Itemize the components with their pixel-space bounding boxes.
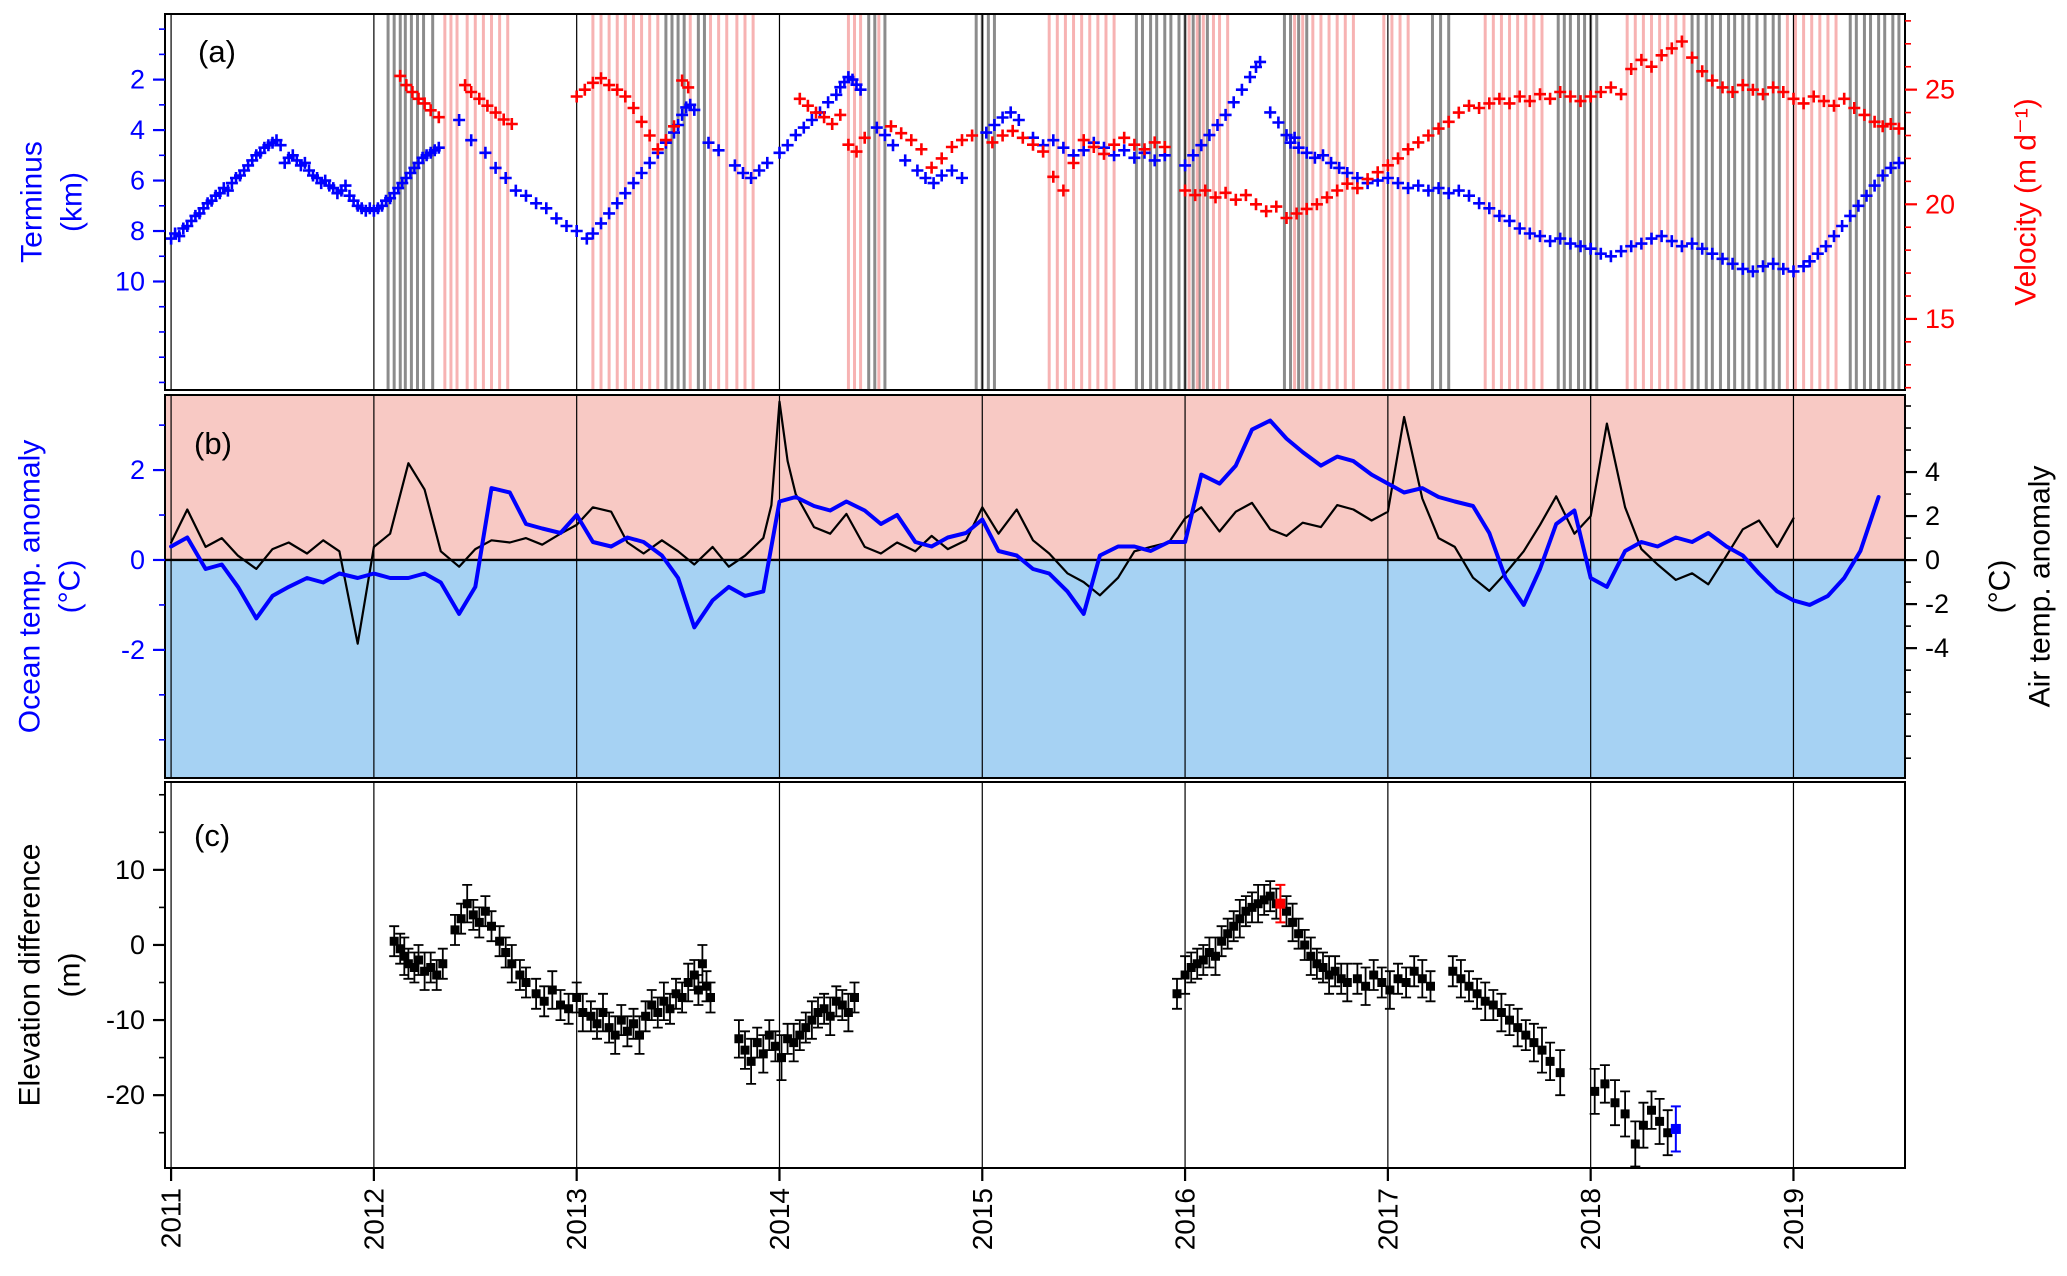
y-tick-label: 0 (130, 930, 145, 960)
elevation-axis-units: (m) (54, 953, 87, 998)
calving-event-stripes (386, 15, 1901, 389)
air-temp-axis-title: Air temp. anomaly (2024, 466, 2057, 708)
panel-b-temp-anomaly (165, 395, 1905, 778)
panel-c-left-axis: 10 0 -10 -20 (106, 793, 165, 1134)
x-tick-label: 2015 (967, 1188, 998, 1250)
terminus-axis-units: (km) (56, 172, 89, 232)
x-tick-label: 2016 (1170, 1188, 1201, 1250)
air-temp-axis-units: (°C) (1984, 560, 2017, 614)
panel-b-right-axis: 4 2 0 -2 -4 (1905, 405, 1949, 759)
y-tick-label: 20 (1925, 189, 1955, 219)
x-tick-label: 2012 (358, 1188, 389, 1250)
panel-c-frame (164, 781, 1906, 1169)
highlight-blue-square (1670, 1105, 1681, 1153)
x-tick-label: 2019 (1778, 1188, 1809, 1250)
y-tick-label: 10 (115, 855, 145, 885)
y-tick-label: 4 (130, 115, 145, 145)
velocity-series (394, 35, 1905, 224)
panel-a-left-axis: 2 4 6 8 10 (115, 28, 165, 384)
panel-a-terminus-velocity (165, 14, 1905, 390)
x-tick-label: 2014 (764, 1188, 795, 1250)
y-tick-label: -20 (106, 1080, 145, 1110)
y-tick-label: -2 (1925, 589, 1949, 619)
panel-tag-c: (c) (194, 818, 230, 853)
panel-a-frame (164, 13, 1906, 391)
y-tick-label: 8 (130, 216, 145, 246)
terminus-series (165, 55, 1905, 278)
y-tick-label: 10 (115, 266, 145, 296)
y-tick-label: -10 (106, 1005, 145, 1035)
panel-b-frame (164, 394, 1906, 779)
x-tick-label: 2018 (1575, 1188, 1606, 1250)
y-tick-label: 2 (1925, 501, 1940, 531)
panel-b-left-axis: 2 0 -2 (121, 424, 165, 741)
y-tick-label: 25 (1925, 75, 1955, 105)
elevation-points (389, 891, 1673, 1149)
y-tick-label: 4 (1925, 457, 1940, 487)
ocean-temp-axis-title: Ocean temp. anomaly (14, 440, 47, 733)
panel-tag-a: (a) (198, 34, 236, 69)
terminus-axis-title: Terminus (16, 141, 49, 263)
air-temp-anomaly-line (170, 400, 1795, 645)
y-tick-label: -2 (121, 635, 145, 665)
highlight-red-square (1275, 883, 1286, 924)
y-tick-label: 0 (1925, 545, 1940, 575)
panel-c-elevation-difference (170, 782, 1795, 1168)
x-tick-label: 2017 (1372, 1188, 1403, 1250)
y-tick-label: 15 (1925, 304, 1955, 334)
elevation-axis-title: Elevation difference (14, 844, 47, 1107)
cold-anomaly-background (165, 559, 1905, 778)
elevation-error-bars (389, 880, 1673, 1168)
ocean-temp-axis-units: (°C) (54, 560, 87, 614)
y-tick-label: -4 (1925, 633, 1949, 663)
y-tick-label: 6 (130, 166, 145, 196)
y-tick-label: 0 (130, 545, 145, 575)
y-tick-label: 2 (130, 65, 145, 95)
warm-anomaly-background (165, 395, 1905, 560)
velocity-axis-title: Velocity (m d⁻¹) (2010, 98, 2043, 306)
x-tick-label: 2013 (561, 1188, 592, 1250)
panel-a-right-axis: 15 20 25 (1905, 20, 1955, 389)
y-tick-label: 2 (130, 455, 145, 485)
ocean-temp-anomaly-line (169, 418, 1881, 630)
panel-tag-b: (b) (194, 426, 232, 461)
x-tick-label: 2011 (156, 1188, 187, 1248)
x-axis: 2011 2012 2013 2014 2015 2016 2017 2018 2019 (156, 1168, 1809, 1250)
